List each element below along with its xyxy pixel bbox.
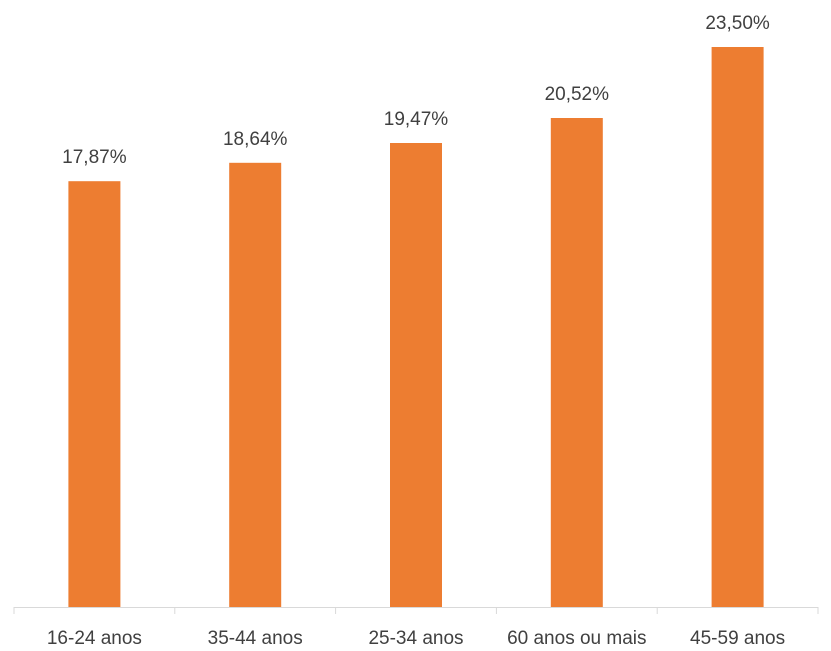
data-labels-layer: 17,87% 18,64% 19,47% 20,52% 23,50%: [62, 13, 770, 168]
bar-3: [390, 143, 442, 607]
bar-1: [68, 181, 121, 607]
data-label-2: 18,64%: [223, 129, 288, 150]
bar-4: [550, 118, 603, 607]
data-label-4: 20,52%: [545, 84, 610, 105]
x-tick-label-5: 45-59 anos: [690, 628, 785, 649]
x-tick-label-2: 35-44 anos: [208, 628, 303, 649]
data-label-1: 17,87%: [62, 147, 127, 168]
bars-layer: [68, 47, 764, 608]
bar-5: [711, 47, 764, 607]
x-tick-label-3: 25-34 anos: [368, 628, 463, 649]
data-label-5: 23,50%: [705, 13, 770, 34]
bar-2: [229, 162, 282, 608]
x-axis: 16-24 anos 35-44 anos 25-34 anos 60 anos ou…: [13, 607, 819, 649]
x-tick-label-4: 60 anos ou mais: [507, 628, 646, 649]
x-tick-label-1: 16-24 anos: [47, 628, 142, 649]
data-label-3: 19,47%: [384, 109, 449, 130]
